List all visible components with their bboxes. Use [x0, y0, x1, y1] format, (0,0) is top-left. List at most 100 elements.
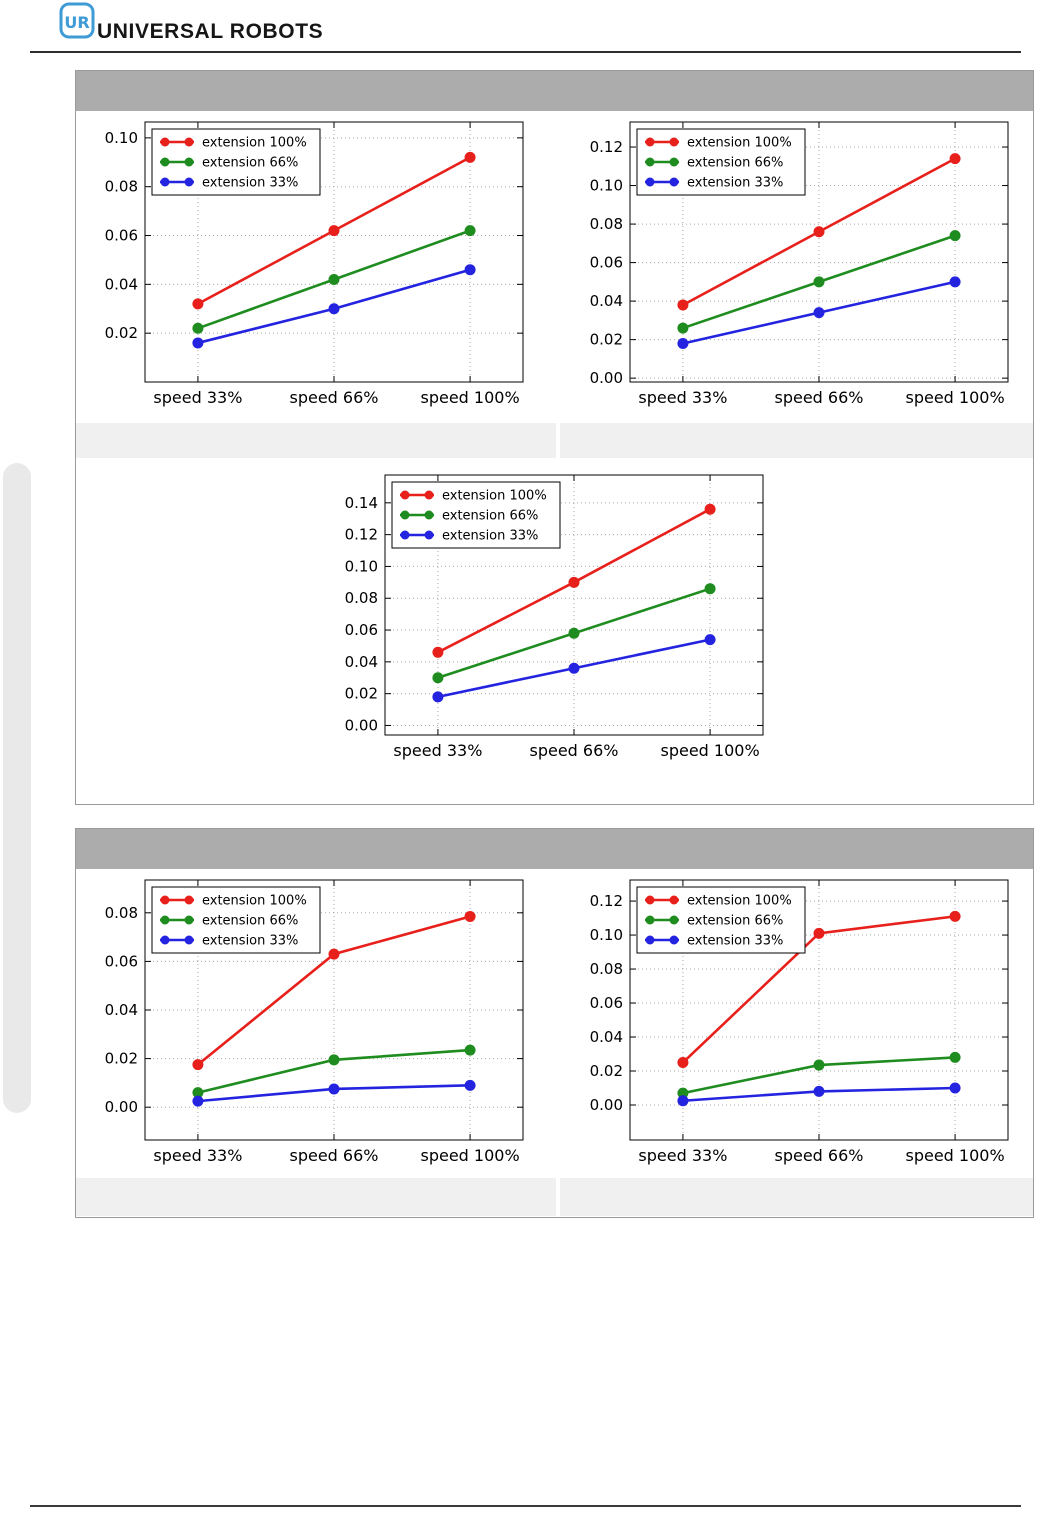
- ur-logo-text: UR: [64, 13, 89, 32]
- ytick-label: 0.00: [590, 1096, 623, 1114]
- data-point: [464, 1044, 476, 1056]
- data-point: [464, 910, 476, 922]
- data-point: [328, 273, 340, 285]
- xtick-label: speed 66%: [530, 741, 619, 760]
- data-point: [813, 226, 825, 238]
- data-point: [432, 672, 444, 684]
- xtick-label: speed 100%: [905, 1146, 1004, 1165]
- ytick-label: 0.02: [590, 1062, 623, 1080]
- data-point: [813, 276, 825, 288]
- xtick-label: speed 66%: [290, 388, 379, 407]
- data-point: [813, 1085, 825, 1097]
- chart-panel1-center: 0.00 0.02 0.04 0.06 0.08 0.10 0.12 0.14 speed 33…: [335, 469, 771, 765]
- chart-svg-panel2-left: 0.00 0.02 0.04 0.06 0.08 speed 33% speed 66% sp…: [105, 879, 524, 1165]
- ytick-label: 0.00: [345, 716, 378, 734]
- data-point: [677, 1095, 689, 1107]
- legend-marker-dot: [400, 510, 410, 520]
- legend-marker-dot: [669, 157, 679, 167]
- data-point: [813, 1059, 825, 1071]
- legend-label: extension 66%: [202, 156, 298, 171]
- legend-marker-dot: [669, 137, 679, 147]
- ytick-label: 0.06: [105, 227, 138, 245]
- ytick-label: 0.02: [105, 1050, 138, 1068]
- ytick-label: 0.12: [590, 138, 623, 156]
- legend-label: extension 66%: [687, 914, 783, 929]
- ytick-label: 0.04: [105, 1001, 138, 1019]
- ytick-label: 0.08: [345, 589, 378, 607]
- data-point: [949, 153, 961, 165]
- data-point: [949, 276, 961, 288]
- chart-panel1-left: 0.02 0.04 0.06 0.08 0.10 speed 33% speed 66% sp…: [95, 116, 531, 412]
- legend-marker-dot: [184, 177, 194, 187]
- caption-cell: [76, 423, 556, 458]
- xtick-label: speed 66%: [775, 388, 864, 407]
- data-point: [704, 503, 716, 515]
- chart-panel2-left: 0.00 0.02 0.04 0.06 0.08 speed 33% speed 66% sp…: [95, 874, 531, 1170]
- xtick-label: speed 100%: [905, 388, 1004, 407]
- chart-svg-panel2-right: 0.00 0.02 0.04 0.06 0.08 0.10 0.12 speed 33% spe…: [590, 879, 1009, 1165]
- figure-panel-2-header: [76, 829, 1033, 869]
- ytick-label: 0.14: [345, 494, 378, 512]
- data-point: [677, 337, 689, 349]
- legend-marker-dot: [160, 157, 170, 167]
- ytick-label: 0.06: [590, 254, 623, 272]
- data-point: [192, 322, 204, 334]
- legend-label: extension 33%: [202, 176, 298, 191]
- figure-panel-1: 0.02 0.04 0.06 0.08 0.10 speed 33% speed 66% sp…: [75, 70, 1034, 805]
- xtick-label: speed 100%: [420, 388, 519, 407]
- data-point: [568, 576, 580, 588]
- legend-label: extension 100%: [202, 136, 307, 151]
- ytick-label: 0.08: [590, 960, 623, 978]
- data-point: [704, 583, 716, 595]
- legend-marker-dot: [424, 530, 434, 540]
- legend-marker-dot: [184, 915, 194, 925]
- xtick-label: speed 33%: [153, 1146, 242, 1165]
- data-point: [328, 303, 340, 315]
- legend-label: extension 33%: [687, 934, 783, 949]
- legend-marker-dot: [184, 935, 194, 945]
- data-point: [192, 1095, 204, 1107]
- ytick-label: 0.06: [345, 621, 378, 639]
- data-point: [464, 1079, 476, 1091]
- legend-marker-dot: [160, 137, 170, 147]
- ytick-label: 0.02: [345, 685, 378, 703]
- ytick-label: 0.12: [590, 892, 623, 910]
- legend-marker-dot: [424, 490, 434, 500]
- caption-cell: [560, 423, 1033, 458]
- caption-cell: [560, 1178, 1033, 1216]
- chart-svg-panel1-left: 0.02 0.04 0.06 0.08 0.10 speed 33% speed 66% sp…: [105, 121, 524, 407]
- legend-marker-dot: [645, 177, 655, 187]
- data-point: [464, 151, 476, 163]
- legend-marker-dot: [645, 157, 655, 167]
- ytick-label: 0.08: [105, 178, 138, 196]
- legend-label: extension 66%: [687, 156, 783, 171]
- header-divider: [30, 51, 1021, 53]
- xtick-label: speed 66%: [290, 1146, 379, 1165]
- ytick-label: 0.10: [105, 129, 138, 147]
- xtick-label: speed 33%: [638, 388, 727, 407]
- ytick-label: 0.12: [345, 526, 378, 544]
- legend-label: extension 33%: [202, 934, 298, 949]
- legend-marker-dot: [669, 177, 679, 187]
- ytick-label: 0.00: [590, 369, 623, 387]
- figure-panel-1-header: [76, 71, 1033, 111]
- data-point: [328, 225, 340, 237]
- legend-label: extension 33%: [442, 529, 538, 544]
- chart-svg-panel1-center: 0.00 0.02 0.04 0.06 0.08 0.10 0.12 0.14 speed 33…: [345, 474, 764, 760]
- legend-label: extension 100%: [202, 894, 307, 909]
- xtick-label: speed 66%: [775, 1146, 864, 1165]
- data-point: [813, 927, 825, 939]
- ytick-label: 0.04: [590, 292, 623, 310]
- data-point: [464, 264, 476, 276]
- data-point: [192, 1059, 204, 1071]
- ytick-label: 0.04: [590, 1028, 623, 1046]
- figure-panel-2: 0.00 0.02 0.04 0.06 0.08 speed 33% speed 66% sp…: [75, 828, 1034, 1218]
- legend-label: extension 33%: [687, 176, 783, 191]
- legend-marker-dot: [400, 530, 410, 540]
- data-point: [949, 230, 961, 242]
- xtick-label: speed 33%: [393, 741, 482, 760]
- legend-label: extension 100%: [687, 894, 792, 909]
- data-point: [432, 691, 444, 703]
- data-point: [464, 225, 476, 237]
- legend-marker-dot: [160, 177, 170, 187]
